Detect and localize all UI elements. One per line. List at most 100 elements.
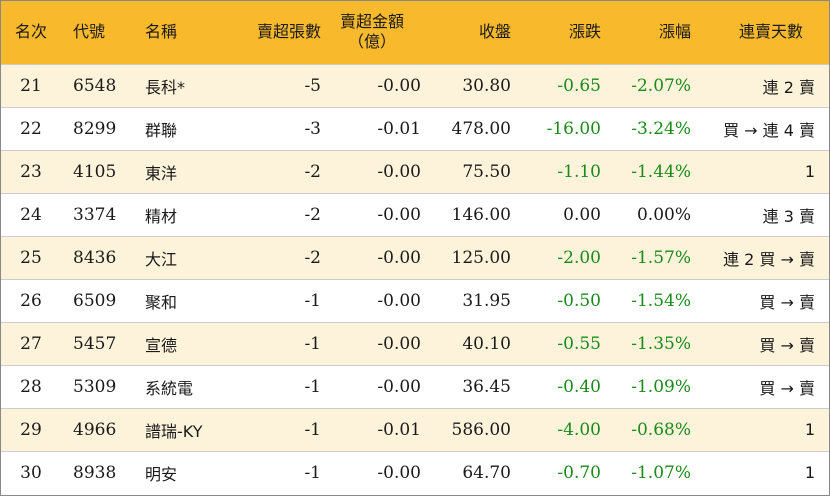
cell-close: 40.10 [462,333,511,354]
cell-streak: 連 2 買 → 賣 [723,249,815,269]
cell-code[interactable]: 3374 [73,204,117,225]
cell-rank: 29 [20,419,42,440]
cell-net-amount: -0.00 [377,247,421,268]
cell-rank: 30 [20,462,42,483]
cell-name[interactable]: 系統電 [145,378,194,398]
cell-change: -16.00 [546,118,601,139]
cell-change-pct: -0.68% [631,419,691,440]
cell-streak: 買 → 賣 [759,292,815,312]
table-row[interactable]: 24 3374 精材 -2 -0.00 146.00 0.00 0.00% 連 … [1,193,829,236]
cell-name[interactable]: 大江 [145,249,178,269]
cell-streak: 1 [804,162,815,181]
cell-close: 31.95 [462,290,511,311]
header-change[interactable]: 漲跌 [568,22,601,42]
cell-net-shares: -1 [304,376,321,397]
cell-change: -0.40 [557,376,601,397]
cell-code[interactable]: 5309 [73,376,117,397]
cell-close: 64.70 [462,462,511,483]
cell-change: -4.00 [557,419,601,440]
cell-net-amount: -0.00 [377,75,421,96]
cell-name[interactable]: 精材 [145,206,178,226]
header-net-amount[interactable]: 賣超金額 （億） [323,1,423,64]
cell-change-pct: -1.07% [631,462,691,483]
cell-net-amount: -0.00 [377,204,421,225]
cell-streak: 買 → 賣 [759,335,815,355]
cell-streak: 1 [804,463,815,483]
cell-net-amount: -0.00 [377,462,421,483]
cell-change-pct: -1.54% [631,290,691,311]
cell-streak: 買 → 賣 [759,378,815,398]
cell-net-shares: -2 [304,247,321,268]
cell-net-shares: -1 [304,333,321,354]
cell-code[interactable]: 8299 [73,118,117,139]
header-code[interactable]: 代號 [73,22,106,42]
cell-change-pct: -1.44% [631,161,691,182]
cell-close: 146.00 [451,204,511,225]
cell-code[interactable]: 6548 [73,75,117,96]
table-row[interactable]: 28 5309 系統電 -1 -0.00 36.45 -0.40 -1.09% … [1,365,829,408]
cell-rank: 28 [20,376,42,397]
cell-name[interactable]: 明安 [145,464,178,484]
cell-rank: 23 [20,161,42,182]
header-change-pct[interactable]: 漲幅 [658,22,691,42]
header-name[interactable]: 名稱 [145,22,178,42]
header-net-shares[interactable]: 賣超張數 [256,22,321,42]
cell-net-amount: -0.01 [377,419,421,440]
cell-change-pct: -3.24% [631,118,691,139]
header-net-amount-line2: （億） [347,32,396,52]
cell-code[interactable]: 4966 [73,419,117,440]
cell-net-shares: -1 [304,419,321,440]
cell-code[interactable]: 8436 [73,247,117,268]
cell-rank: 27 [20,333,42,354]
table-row[interactable]: 25 8436 大江 -2 -0.00 125.00 -2.00 -1.57% … [1,236,829,279]
table-row[interactable]: 21 6548 長科* -5 -0.00 30.80 -0.65 -2.07% … [1,64,829,107]
table-row[interactable]: 22 8299 群聯 -3 -0.01 478.00 -16.00 -3.24%… [1,107,829,150]
cell-streak: 1 [804,420,815,439]
cell-rank: 21 [20,75,42,96]
cell-change: -0.70 [557,462,601,483]
cell-change: 0.00 [563,204,601,225]
header-rank[interactable]: 名次 [14,22,47,42]
header-row: 名次 代號 名稱 賣超張數 賣超金額 （億） 收盤 漲跌 漲幅 連賣天數 [1,1,829,64]
cell-name[interactable]: 譜瑞-KY [145,421,203,441]
cell-code[interactable]: 5457 [73,333,117,354]
cell-net-amount: -0.01 [377,118,421,139]
cell-change-pct: -1.35% [631,333,691,354]
cell-streak: 連 2 賣 [762,77,815,97]
table-row[interactable]: 23 4105 東洋 -2 -0.00 75.50 -1.10 -1.44% 1 [1,150,829,193]
cell-code[interactable]: 8938 [73,462,117,483]
header-close[interactable]: 收盤 [478,22,511,42]
cell-change: -0.50 [557,290,601,311]
cell-net-amount: -0.00 [377,161,421,182]
cell-name[interactable]: 聚和 [145,292,178,312]
cell-net-shares: -2 [304,204,321,225]
table-row[interactable]: 29 4966 譜瑞-KY -1 -0.01 586.00 -4.00 -0.6… [1,408,829,451]
cell-net-shares: -1 [304,462,321,483]
table-row[interactable]: 26 6509 聚和 -1 -0.00 31.95 -0.50 -1.54% 買… [1,279,829,322]
cell-rank: 24 [20,204,42,225]
cell-close: 586.00 [451,419,511,440]
cell-streak: 連 3 賣 [762,206,815,226]
cell-streak: 買 → 連 4 賣 [723,120,815,140]
cell-code[interactable]: 4105 [73,161,117,182]
cell-name[interactable]: 宣德 [145,335,178,355]
cell-name[interactable]: 東洋 [145,163,178,183]
header-streak[interactable]: 連賣天數 [738,22,803,42]
cell-change-pct: -1.57% [631,247,691,268]
cell-close: 36.45 [462,376,511,397]
cell-net-shares: -1 [304,290,321,311]
cell-net-amount: -0.00 [377,290,421,311]
table-row[interactable]: 27 5457 宣德 -1 -0.00 40.10 -0.55 -1.35% 買… [1,322,829,365]
cell-change: -1.10 [557,161,601,182]
cell-close: 30.80 [462,75,511,96]
table-row[interactable]: 30 8938 明安 -1 -0.00 64.70 -0.70 -1.07% 1 [1,451,829,494]
cell-name[interactable]: 群聯 [145,120,178,140]
cell-net-shares: -5 [304,75,321,96]
cell-code[interactable]: 6509 [73,290,117,311]
cell-rank: 25 [20,247,42,268]
cell-name[interactable]: 長科* [145,77,186,97]
cell-net-amount: -0.00 [377,376,421,397]
cell-change-pct: -2.07% [631,75,691,96]
cell-close: 75.50 [462,161,511,182]
cell-rank: 22 [20,118,42,139]
